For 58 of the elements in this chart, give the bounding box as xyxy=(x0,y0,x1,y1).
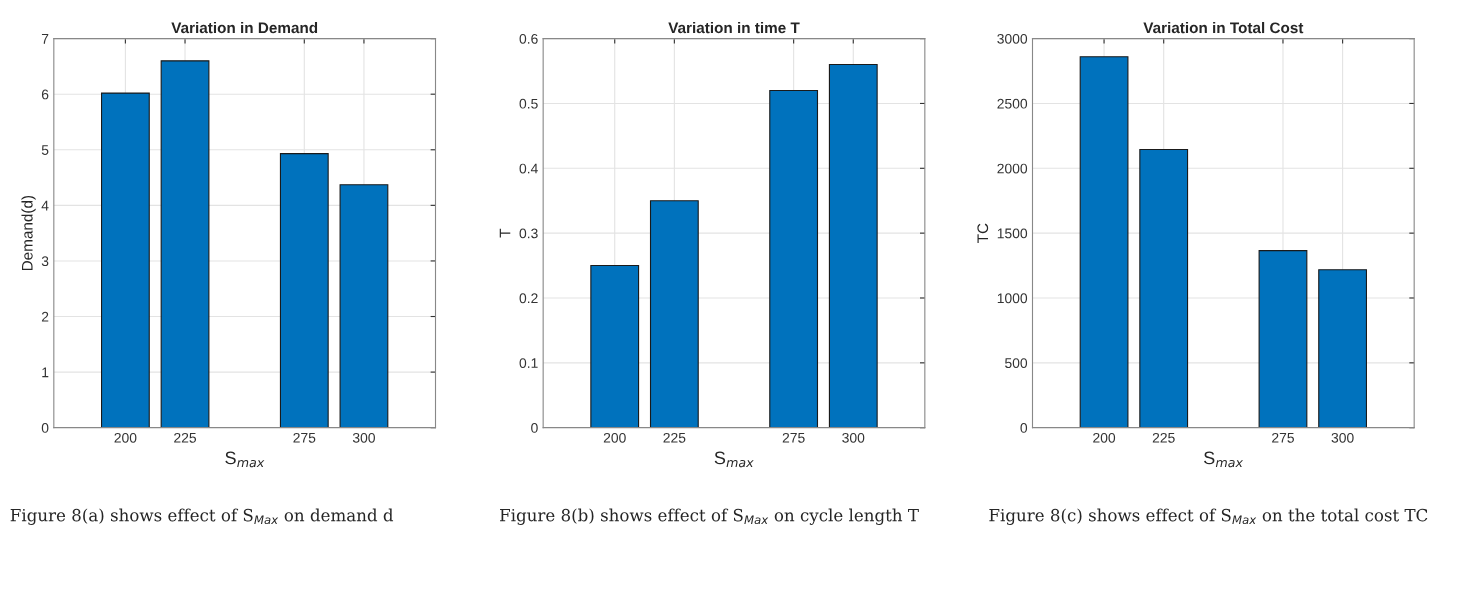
y-tick-label: 0.6 xyxy=(519,33,538,44)
x-tick-label: 300 xyxy=(1331,432,1354,443)
x-tick-label: 275 xyxy=(1272,432,1294,443)
x-tick-label: 200 xyxy=(603,432,626,443)
bar xyxy=(279,153,329,428)
y-tick-label: 0.4 xyxy=(519,163,538,174)
y-tick-label: 0.2 xyxy=(519,293,538,304)
bar xyxy=(1079,56,1129,428)
y-axis-title: TC xyxy=(977,223,989,243)
chart-title: Variation in time T xyxy=(668,21,800,34)
bar xyxy=(649,200,699,428)
x-axis-title: S$_{max}$ xyxy=(714,451,754,468)
caption: Figure 8(c) shows effect of S$_{Max}$ on the total cost TC xyxy=(989,508,1428,525)
y-tick-label: 0 xyxy=(1020,423,1028,433)
y-tick-label: 2 xyxy=(41,311,49,322)
y-tick-label: 0 xyxy=(531,423,538,433)
bar xyxy=(339,184,389,428)
x-tick-label: 225 xyxy=(174,432,197,443)
y-tick-label: 3 xyxy=(41,256,49,267)
x-tick-label: 225 xyxy=(663,432,686,443)
y-axis-title: T xyxy=(499,228,511,238)
caption: Figure 8(a) shows effect of S$_{Max}$ on demand d xyxy=(10,508,394,525)
bar xyxy=(828,63,878,428)
y-tick-label: 2500 xyxy=(997,98,1028,109)
x-tick-label: 200 xyxy=(1093,432,1116,443)
y-tick-label: 0.1 xyxy=(519,358,538,368)
x-tick-label: 200 xyxy=(114,432,137,443)
y-tick-label: 1000 xyxy=(997,293,1028,304)
y-tick-label: 0 xyxy=(41,423,49,433)
y-tick-label: 500 xyxy=(1005,358,1028,368)
y-tick-label: 0.5 xyxy=(519,98,538,109)
y-axis-title: Demand(d) xyxy=(21,195,36,271)
x-tick-label: 275 xyxy=(293,432,316,443)
y-tick-label: 3000 xyxy=(997,33,1028,44)
x-axis-title: S$_{max}$ xyxy=(1204,451,1244,468)
x-tick-label: 225 xyxy=(1152,432,1175,443)
y-tick-label: 1500 xyxy=(997,228,1028,239)
caption: Figure 8(b) shows effect of S$_{Max}$ on cycle length T xyxy=(500,508,919,525)
x-tick-label: 275 xyxy=(782,432,805,443)
y-tick-label: 4 xyxy=(41,200,49,211)
bar xyxy=(1258,250,1308,428)
bar xyxy=(769,89,819,428)
y-tick-label: 5 xyxy=(41,145,49,155)
y-tick-label: 6 xyxy=(41,89,49,100)
chart-title: Variation in Total Cost xyxy=(1143,21,1304,34)
bar xyxy=(100,92,150,428)
bar xyxy=(1318,269,1368,428)
y-tick-label: 0.3 xyxy=(519,228,538,239)
y-tick-label: 2000 xyxy=(997,163,1028,174)
y-tick-label: 1 xyxy=(42,367,49,378)
bar xyxy=(1139,148,1189,428)
x-axis-title: S$_{max}$ xyxy=(225,451,265,468)
x-tick-label: 300 xyxy=(842,432,865,443)
bar xyxy=(590,265,640,428)
y-tick-label: 7 xyxy=(41,34,49,44)
bar xyxy=(160,60,210,428)
chart-title: Variation in Demand xyxy=(171,21,318,34)
x-tick-label: 300 xyxy=(352,432,375,443)
